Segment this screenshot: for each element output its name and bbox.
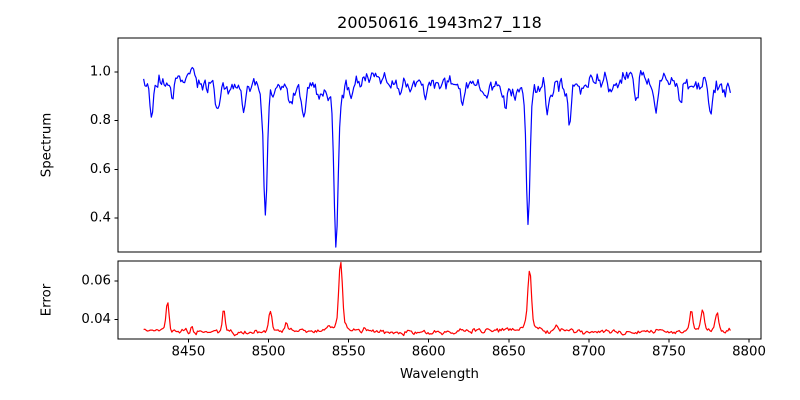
x-tick-label: 8800 (732, 345, 766, 360)
spectrum-y-tick-label: 1.0 (90, 65, 111, 80)
x-tick-label: 8500 (252, 345, 286, 360)
spectrum-y-tick-label: 0.6 (90, 162, 111, 177)
x-tick-label: 8750 (652, 345, 686, 360)
error-line (143, 261, 731, 337)
x-tick-label: 8450 (172, 345, 206, 360)
spectrum-line (143, 66, 731, 248)
x-tick-label: 8700 (572, 345, 606, 360)
error-axes-border (117, 260, 762, 340)
error-y-tick-label: 0.06 (81, 274, 111, 289)
spectrum-y-tick-label: 0.4 (90, 210, 111, 225)
x-tick-label: 8550 (332, 345, 366, 360)
spectrum-axes-border (117, 37, 762, 253)
error-y-axis-label: Error (40, 283, 55, 316)
figure-title: 20050616_1943m27_118 (337, 13, 542, 33)
x-tick-label: 8600 (412, 345, 446, 360)
x-axis-label: Wavelength (400, 367, 479, 382)
error-y-tick-label: 0.04 (81, 312, 111, 327)
spectrum-y-axis-label: Spectrum (40, 113, 55, 177)
spectrum-y-tick-label: 0.8 (90, 113, 111, 128)
x-tick-label: 8650 (492, 345, 526, 360)
